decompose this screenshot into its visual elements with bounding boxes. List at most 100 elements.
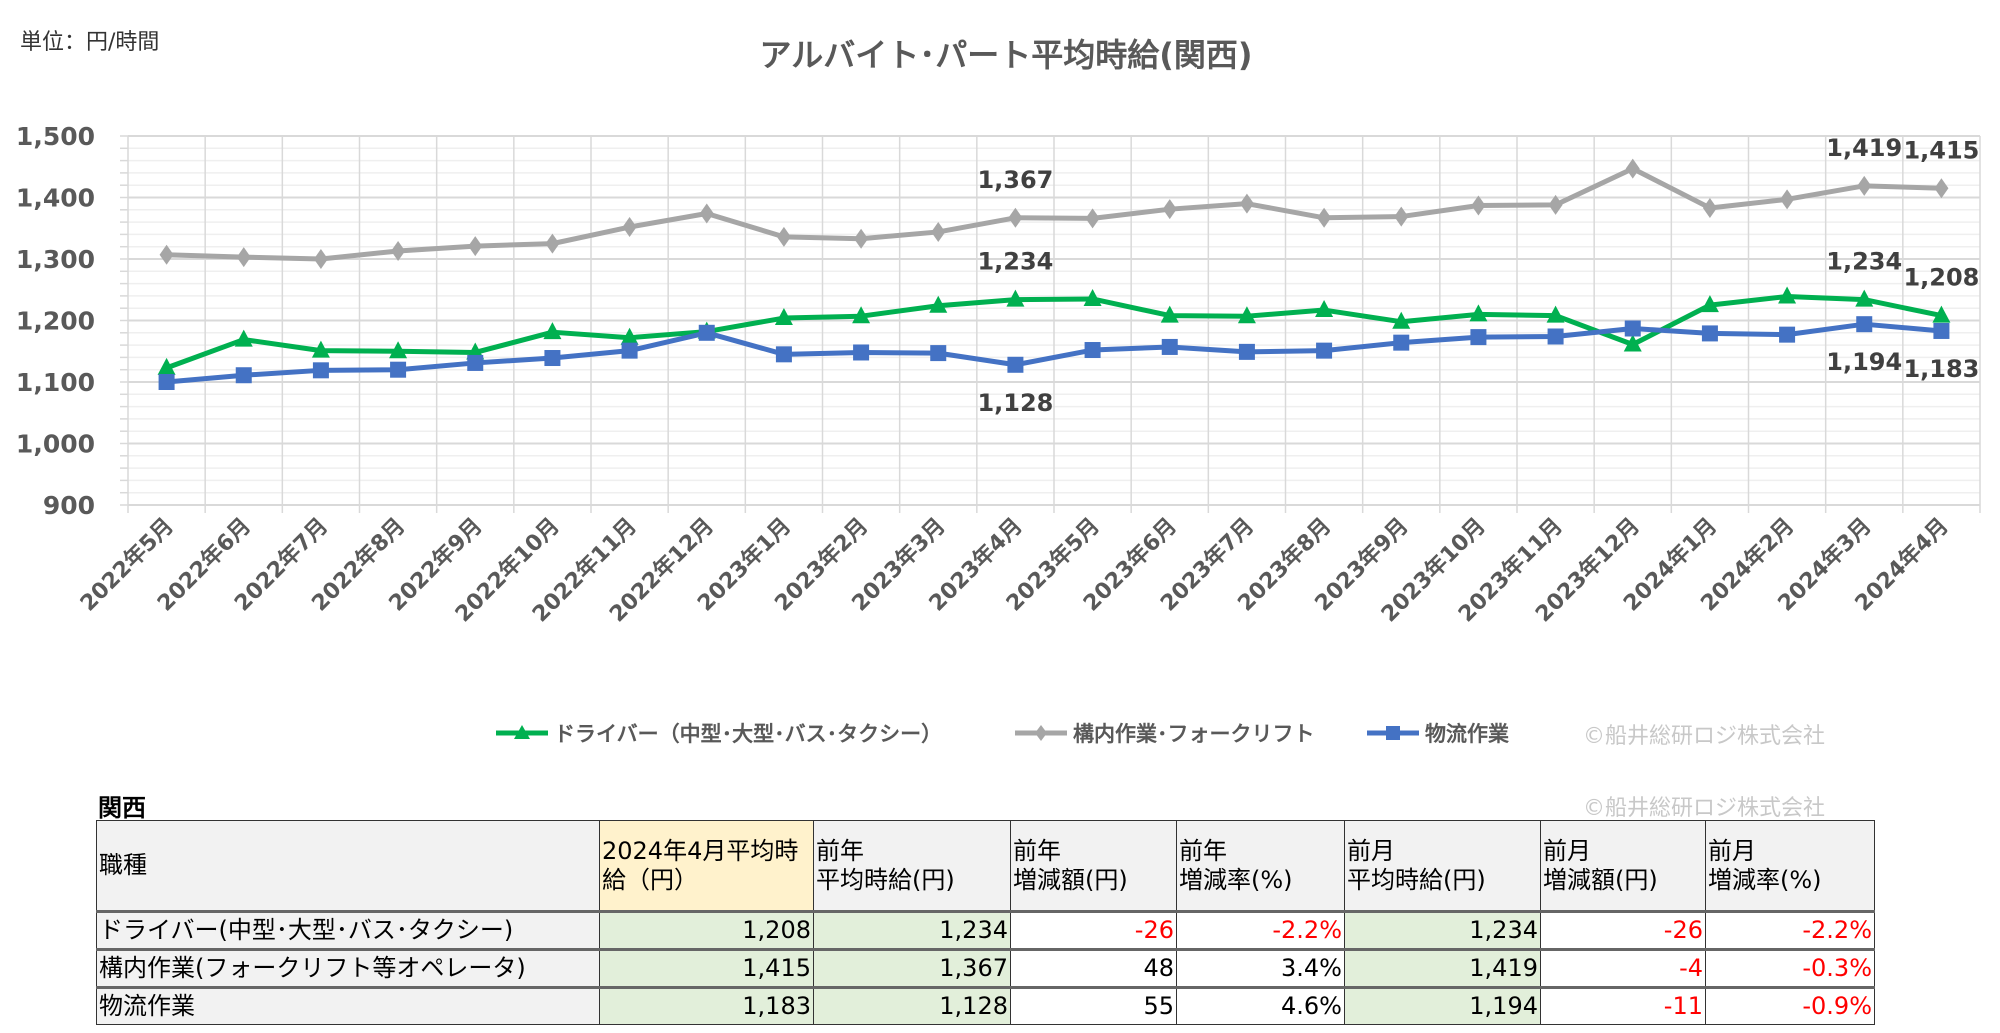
data-point <box>543 322 562 340</box>
cell: 3.4% <box>1176 949 1345 988</box>
data-point <box>468 236 483 257</box>
cell: -2.2% <box>1176 911 1345 950</box>
data-point <box>774 308 793 326</box>
series-line <box>166 166 1942 262</box>
legend-label: 物流作業 <box>1425 722 1509 746</box>
header-cell: 前月 増減率(%) <box>1705 820 1875 912</box>
cell: -0.3% <box>1705 949 1875 988</box>
data-point <box>390 361 407 378</box>
legend-item-forklift[interactable]: 構内作業･フォークリフト <box>1013 718 1315 748</box>
data-point <box>1779 326 1796 343</box>
job-type-cell: 物流作業 <box>96 987 600 1025</box>
legend-item-logistics[interactable]: 物流作業 <box>1365 718 1509 748</box>
data-point <box>1701 325 1718 342</box>
data-point <box>312 362 329 379</box>
data-point <box>1317 207 1332 228</box>
data-point <box>1780 189 1795 210</box>
data-point <box>235 367 252 384</box>
job-type-cell: 構内作業(フォークリフト等オペレータ) <box>96 949 600 988</box>
data-label: 1,183 <box>1903 355 1979 383</box>
data-point <box>1469 304 1488 322</box>
header-cell: 前月 平均時給(円) <box>1344 820 1541 912</box>
header-cell: 前年 増減額(円) <box>1010 820 1177 912</box>
data-point <box>1470 329 1487 346</box>
y-tick-label: 1,500 <box>16 122 95 151</box>
data-point <box>467 354 484 371</box>
unit-label: 単位：円/時間 <box>20 30 160 55</box>
data-point <box>1085 208 1100 229</box>
data-point <box>234 329 253 347</box>
header-cell: 職種 <box>96 820 600 912</box>
data-point <box>1238 343 1255 360</box>
cell: 1,183 <box>599 987 814 1025</box>
data-point <box>1162 199 1177 220</box>
data-point <box>1700 295 1719 313</box>
data-point <box>1932 305 1951 323</box>
cell: 48 <box>1010 949 1177 988</box>
data-point <box>1392 311 1411 329</box>
data-point <box>930 345 947 362</box>
watermark: ©船井総研ロジ株式会社 <box>1583 724 1826 749</box>
cell: 55 <box>1010 987 1177 1025</box>
data-point <box>236 247 251 268</box>
cell: 1,415 <box>599 949 814 988</box>
data-point <box>1237 306 1256 324</box>
cell: 1,234 <box>813 911 1011 950</box>
cell: -0.9% <box>1705 987 1875 1025</box>
line-chart: 9001,0001,1001,2001,3001,4001,5002022年5月… <box>16 122 1981 627</box>
data-point <box>1778 286 1797 304</box>
data-point <box>698 324 715 341</box>
data-point <box>1624 320 1641 337</box>
data-point <box>313 249 328 269</box>
y-tick-label: 1,300 <box>16 245 95 274</box>
data-point <box>852 306 871 324</box>
series-1: 1,367 1,419 1,415 <box>159 134 1979 269</box>
data-point <box>1315 300 1334 318</box>
data-point <box>1625 158 1640 179</box>
data-point <box>699 203 714 224</box>
data-label: 1,415 <box>1903 136 1979 164</box>
watermark: ©船井総研ロジ株式会社 <box>1583 796 1826 821</box>
cell: -2.2% <box>1705 911 1875 950</box>
legend-label: 構内作業･フォークリフト <box>1073 722 1315 746</box>
cell: -26 <box>1540 911 1706 950</box>
legend-item-driver[interactable]: ドライバー（中型･大型･バス･タクシー） <box>494 718 942 748</box>
data-point <box>311 340 330 358</box>
cell: 1,419 <box>1344 949 1541 988</box>
data-point <box>391 241 406 262</box>
data-point <box>1857 175 1872 196</box>
cell: 4.6% <box>1176 987 1345 1025</box>
table-header-row: 職種 2024年4月平均時給（円） 前年 平均時給(円) 前年 増減額(円) 前… <box>96 820 1875 912</box>
data-label: 1,234 <box>977 248 1053 276</box>
data-point <box>776 226 791 247</box>
data-point <box>1548 194 1563 215</box>
data-label: 1,419 <box>1826 134 1902 162</box>
data-point <box>1160 305 1179 323</box>
wage-table: 職種 2024年4月平均時給（円） 前年 平均時給(円) 前年 増減額(円) 前… <box>96 820 1875 1025</box>
cell: -4 <box>1540 949 1706 988</box>
data-point <box>1547 328 1564 345</box>
table-region-title: 関西 <box>98 794 146 822</box>
header-cell: 前月 増減額(円) <box>1540 820 1706 912</box>
data-point <box>1239 193 1254 214</box>
cell: 1,367 <box>813 949 1011 988</box>
data-point <box>389 341 408 359</box>
data-point <box>158 374 175 390</box>
data-point <box>1623 334 1642 352</box>
y-tick-label: 1,400 <box>16 184 95 213</box>
data-point <box>620 327 639 345</box>
y-tick-label: 900 <box>43 491 95 520</box>
data-label: 1,128 <box>977 389 1053 417</box>
cell: 1,194 <box>1344 987 1541 1025</box>
data-point <box>544 350 561 367</box>
y-tick-label: 1,000 <box>16 430 95 459</box>
data-point <box>775 346 792 363</box>
cell: 1,208 <box>599 911 814 950</box>
data-point <box>1161 338 1178 355</box>
chart-title: アルバイト･パート平均時給(関西) <box>759 36 1253 74</box>
data-point <box>1316 342 1333 359</box>
data-point <box>931 221 946 242</box>
data-point <box>1007 356 1024 373</box>
data-point <box>1933 322 1950 339</box>
cell: 1,234 <box>1344 911 1541 950</box>
